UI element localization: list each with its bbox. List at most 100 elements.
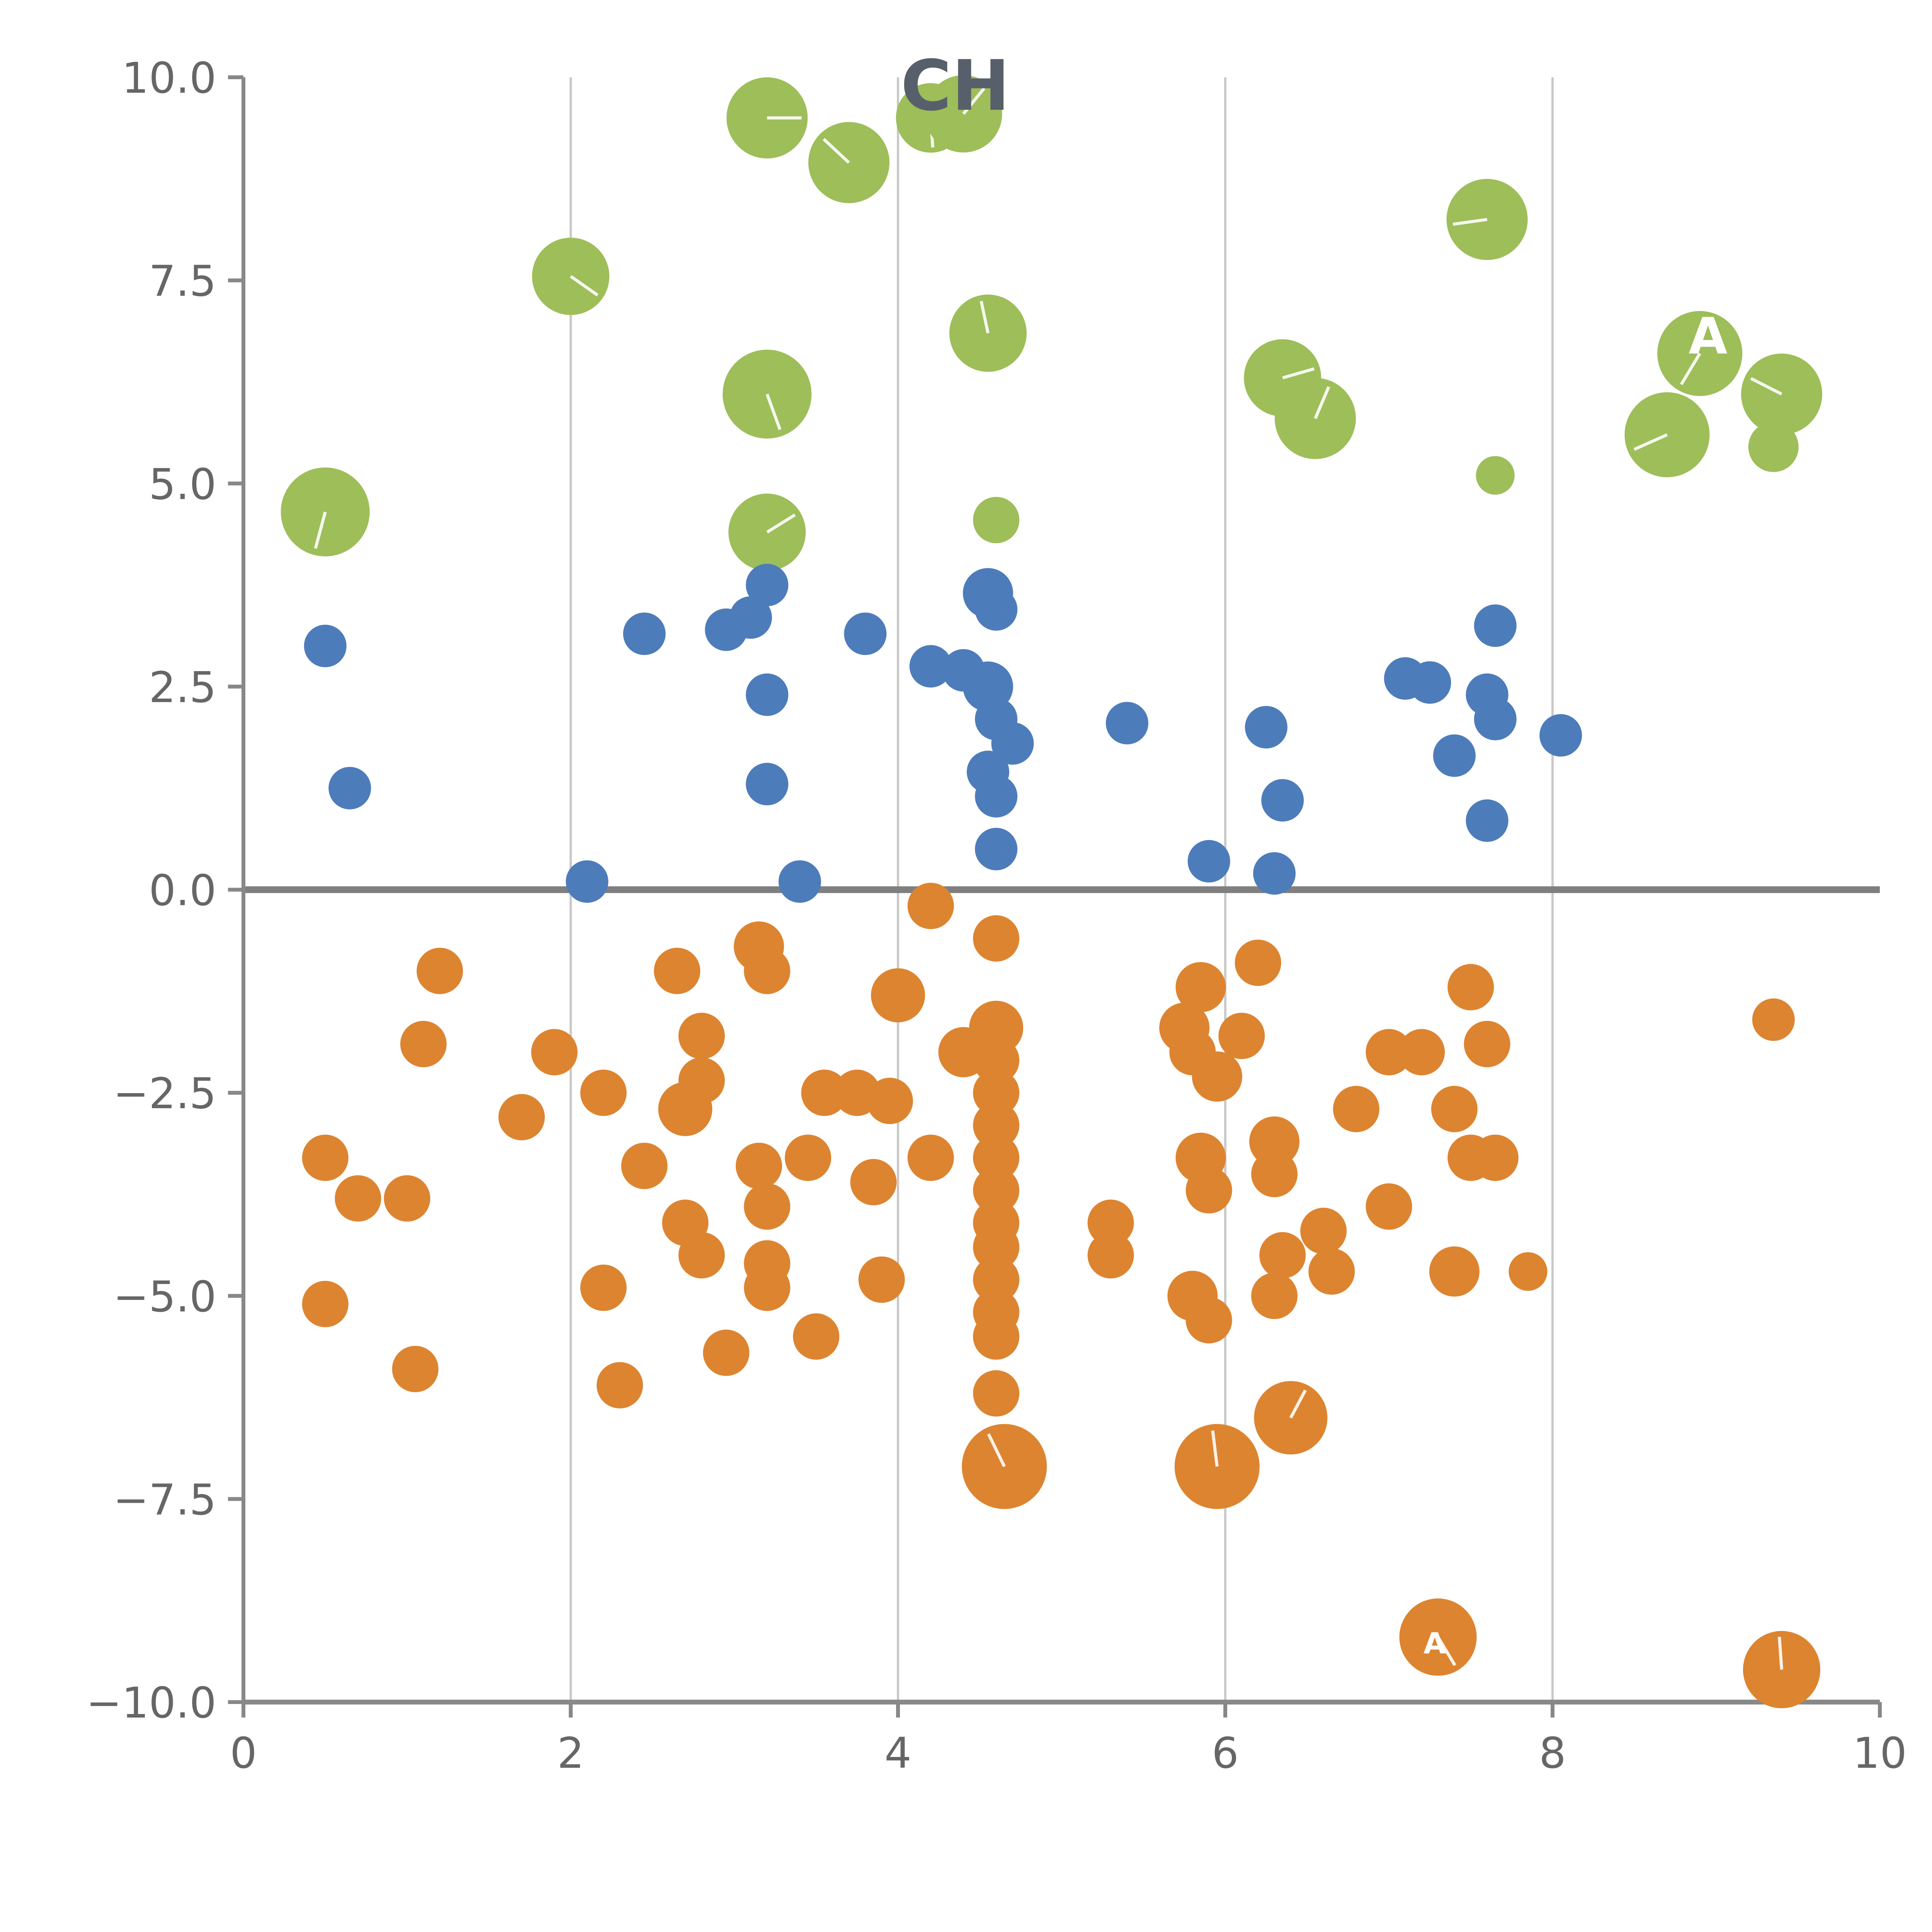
data-point: [1539, 714, 1582, 757]
data-point: [973, 1134, 1020, 1181]
data-point: [703, 1329, 750, 1376]
data-point: [1366, 1029, 1412, 1075]
data-point: [1245, 706, 1287, 748]
data-point: [1249, 1116, 1300, 1167]
data-point: [1433, 734, 1476, 777]
data-point: [1447, 964, 1494, 1010]
bubble-highlight-line: [765, 393, 782, 430]
data-point: [746, 763, 789, 806]
data-point: [1185, 1297, 1232, 1344]
data-point: [1624, 392, 1710, 478]
data-point: [1253, 852, 1296, 895]
data-point: [1235, 939, 1281, 986]
data-point: [1187, 840, 1230, 883]
y-tick-label: −2.5: [113, 1069, 216, 1118]
data-point: [744, 947, 791, 994]
data-point: [302, 1281, 349, 1327]
data-point: [907, 883, 954, 929]
data-point: [328, 767, 371, 810]
data-point: [1185, 1167, 1232, 1214]
data-point: [801, 1070, 848, 1116]
data-point: [866, 1078, 913, 1124]
data-point: [1261, 779, 1304, 822]
data-point: [744, 1264, 791, 1311]
bubble-highlight-line: [1750, 377, 1782, 396]
data-point: [871, 968, 925, 1022]
data-point: [1274, 378, 1356, 459]
data-point: [531, 1029, 578, 1075]
bubble-highlight-line: [1452, 218, 1488, 226]
data-point: [973, 1070, 1020, 1116]
data-point: [975, 828, 1018, 871]
data-point: [858, 1256, 905, 1303]
data-point: [1366, 1183, 1412, 1230]
data-point: [678, 1057, 725, 1104]
data-point: [785, 1134, 832, 1181]
data-point: [654, 947, 701, 994]
bubble-highlight-line: [766, 513, 796, 534]
data-point: [793, 1313, 840, 1360]
data-point: [1429, 1246, 1480, 1297]
data-point: [678, 1232, 725, 1279]
data-point: [1748, 422, 1799, 472]
data-point: [973, 1167, 1020, 1214]
data-point: [623, 612, 666, 655]
data-point: [1333, 1086, 1379, 1133]
points-layer: [281, 75, 1822, 1708]
x-tick-label: 6: [1212, 1728, 1239, 1778]
data-point: [729, 596, 772, 639]
data-point: [1259, 1232, 1306, 1279]
data-point: [1218, 1012, 1265, 1059]
data-point: [400, 1020, 447, 1067]
data-point: [975, 775, 1018, 818]
bubble-highlight-line: [1680, 352, 1701, 386]
y-tick-label: −7.5: [113, 1475, 216, 1524]
data-point: [907, 1134, 954, 1181]
data-point: [1105, 702, 1148, 745]
bubble-highlight-line: [1211, 1430, 1219, 1467]
data-point: [417, 947, 463, 994]
bubble-highlight-line: [962, 87, 986, 115]
bubble-highlight-line: [987, 1433, 1006, 1468]
spine-layer: [228, 75, 1882, 1718]
data-point: [808, 122, 889, 203]
data-point: [973, 1037, 1020, 1084]
data-point: [580, 1070, 627, 1116]
data-point: [1472, 1134, 1519, 1181]
data-point: [973, 497, 1020, 543]
y-tick-label: 7.5: [149, 257, 216, 306]
data-point: [728, 493, 806, 571]
data-point: [1175, 962, 1226, 1012]
data-point: [973, 1102, 1020, 1149]
data-point: [991, 722, 1034, 765]
bubble-highlight-line: [570, 275, 599, 297]
y-tick-label: −5.0: [113, 1272, 216, 1321]
annotation-label: A: [1689, 307, 1728, 366]
data-point: [621, 1143, 668, 1189]
data-point: [844, 612, 887, 655]
x-tick-label: 4: [884, 1728, 912, 1778]
bubble-highlight-line: [1282, 367, 1315, 379]
y-tick-label: 5.0: [149, 459, 216, 509]
data-point: [1408, 661, 1451, 704]
x-tick-label: 10: [1853, 1728, 1907, 1778]
data-point: [1509, 1252, 1548, 1291]
data-point: [384, 1175, 430, 1222]
data-point: [392, 1345, 439, 1392]
data-point: [498, 1094, 545, 1141]
data-point: [1464, 1020, 1510, 1067]
data-point: [1192, 1051, 1242, 1102]
data-point: [302, 1134, 349, 1181]
y-tick-label: 2.5: [149, 663, 216, 712]
data-point: [850, 1159, 897, 1206]
bubble-highlight-line: [822, 138, 850, 164]
data-point: [1251, 1151, 1298, 1197]
bubble-highlight-line: [1437, 1636, 1456, 1666]
data-point: [973, 1224, 1020, 1270]
bubble-highlight-line: [1633, 433, 1668, 451]
data-point: [975, 588, 1018, 631]
data-point: [1474, 604, 1517, 647]
data-point: [566, 860, 609, 903]
